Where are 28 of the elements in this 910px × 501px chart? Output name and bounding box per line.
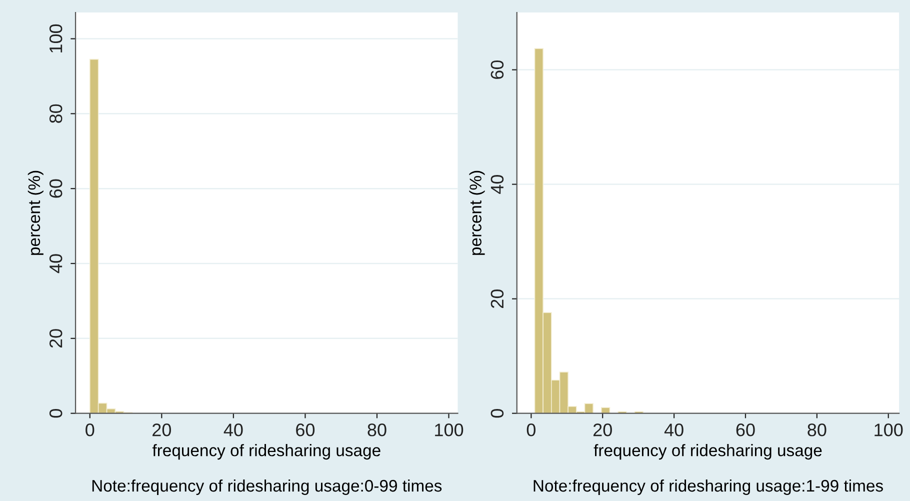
x-tick-label: 0 <box>86 424 94 436</box>
x-tick-label: 20 <box>593 424 612 436</box>
y-tick-label: 100 <box>49 24 62 52</box>
x-tick-label: 40 <box>664 424 684 436</box>
text: Note:frequency of ridesharing usage:0-99 times <box>92 479 442 495</box>
y-axis-title: percent (%) <box>469 170 485 255</box>
y-tick-label: 20 <box>49 329 62 348</box>
x-axis-title: frequency of ridesharing usage <box>594 444 822 460</box>
y-tick-label: 0 <box>490 409 504 418</box>
x-tick-label: 40 <box>224 424 243 436</box>
y-axis-title: percent (%) <box>28 170 44 255</box>
x-tick-label: 60 <box>736 424 755 436</box>
y-tick-label: 0 <box>49 409 62 418</box>
y-tick-label: 60 <box>49 179 62 198</box>
x-tick-label: 80 <box>808 424 826 436</box>
x-tick-label: 100 <box>435 424 464 436</box>
y-tick-label: 40 <box>490 174 504 194</box>
x-tick-label: 100 <box>874 424 903 436</box>
x-tick-label: 80 <box>368 424 386 436</box>
y-tick-label: 40 <box>49 254 62 274</box>
y-tick-label: 80 <box>49 104 62 123</box>
x-tick-label: 0 <box>526 424 536 436</box>
y-tick-label: 20 <box>490 289 504 308</box>
text: Note:frequency of ridesharing usage:1-99 times <box>534 479 883 495</box>
x-axis-title: frequency of ridesharing usage <box>152 444 380 460</box>
x-tick-label: 20 <box>152 424 171 436</box>
x-tick-label: 60 <box>296 424 315 436</box>
y-tick-label: 60 <box>490 60 504 79</box>
